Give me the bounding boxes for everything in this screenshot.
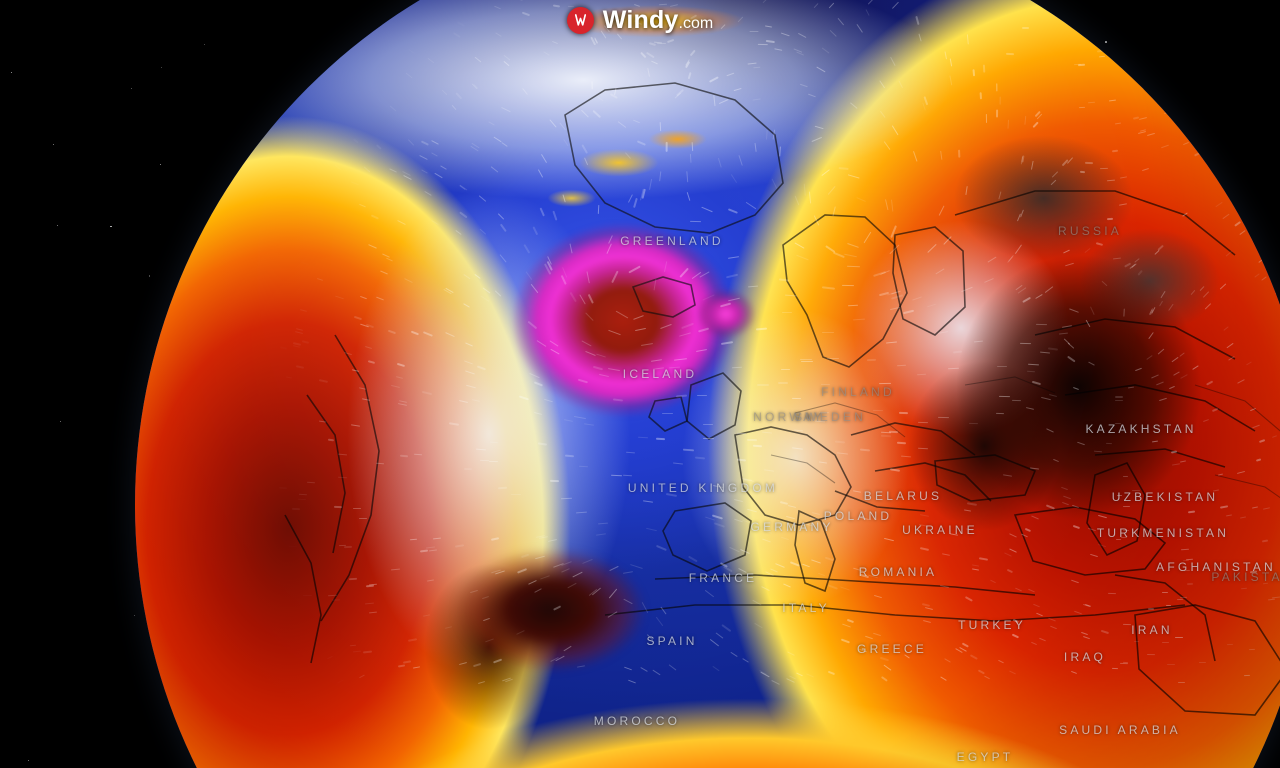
globe-limb-shading bbox=[135, 0, 1280, 768]
star bbox=[131, 87, 133, 89]
windy-watermark[interactable]: Windy.com bbox=[0, 0, 1280, 40]
star bbox=[60, 420, 62, 422]
brand-domain: .com bbox=[678, 14, 714, 32]
star bbox=[110, 225, 112, 228]
windy-wordmark[interactable]: Windy.com bbox=[602, 5, 714, 34]
star bbox=[11, 71, 13, 73]
star bbox=[57, 224, 59, 226]
star bbox=[27, 759, 29, 761]
star bbox=[133, 614, 136, 617]
windy-logo-icon[interactable] bbox=[566, 6, 594, 34]
brand-name: Windy bbox=[602, 5, 679, 34]
star bbox=[52, 144, 54, 145]
earth-globe[interactable] bbox=[135, 0, 1280, 768]
